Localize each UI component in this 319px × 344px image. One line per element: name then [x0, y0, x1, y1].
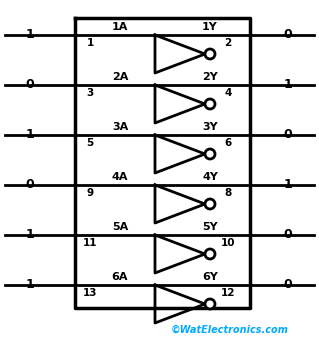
Text: 12: 12	[221, 288, 235, 298]
Circle shape	[205, 199, 215, 209]
Text: 0: 0	[26, 78, 34, 92]
Text: 1Y: 1Y	[202, 22, 218, 32]
Text: 3Y: 3Y	[202, 122, 218, 132]
Text: 1: 1	[26, 29, 34, 42]
Text: 3: 3	[86, 88, 93, 98]
Circle shape	[205, 299, 215, 309]
Text: 1: 1	[284, 78, 293, 92]
Text: 10: 10	[221, 238, 235, 248]
Text: 3A: 3A	[112, 122, 128, 132]
Text: 6A: 6A	[112, 272, 128, 282]
Text: 2: 2	[224, 38, 232, 48]
Text: 4A: 4A	[112, 172, 128, 182]
Circle shape	[205, 99, 215, 109]
Text: 4: 4	[224, 88, 232, 98]
Text: ©WatElectronics.com: ©WatElectronics.com	[171, 325, 289, 335]
Text: 5A: 5A	[112, 222, 128, 232]
Text: 4Y: 4Y	[202, 172, 218, 182]
Text: 5: 5	[86, 138, 93, 148]
Text: 0: 0	[284, 279, 293, 291]
Text: 1A: 1A	[112, 22, 128, 32]
Text: 0: 0	[284, 29, 293, 42]
Text: 1: 1	[26, 279, 34, 291]
Text: 2A: 2A	[112, 72, 128, 82]
Text: 0: 0	[26, 179, 34, 192]
Text: 1: 1	[86, 38, 93, 48]
Text: 0: 0	[284, 228, 293, 241]
Text: 8: 8	[224, 188, 232, 198]
Circle shape	[205, 49, 215, 59]
Text: 6: 6	[224, 138, 232, 148]
Text: 11: 11	[83, 238, 97, 248]
Text: 1: 1	[284, 179, 293, 192]
Circle shape	[205, 149, 215, 159]
Text: 13: 13	[83, 288, 97, 298]
Text: 1: 1	[26, 228, 34, 241]
Text: 1: 1	[26, 129, 34, 141]
Text: 0: 0	[284, 129, 293, 141]
Text: 2Y: 2Y	[202, 72, 218, 82]
Text: 9: 9	[86, 188, 93, 198]
Circle shape	[205, 249, 215, 259]
Text: 5Y: 5Y	[202, 222, 218, 232]
Text: 6Y: 6Y	[202, 272, 218, 282]
